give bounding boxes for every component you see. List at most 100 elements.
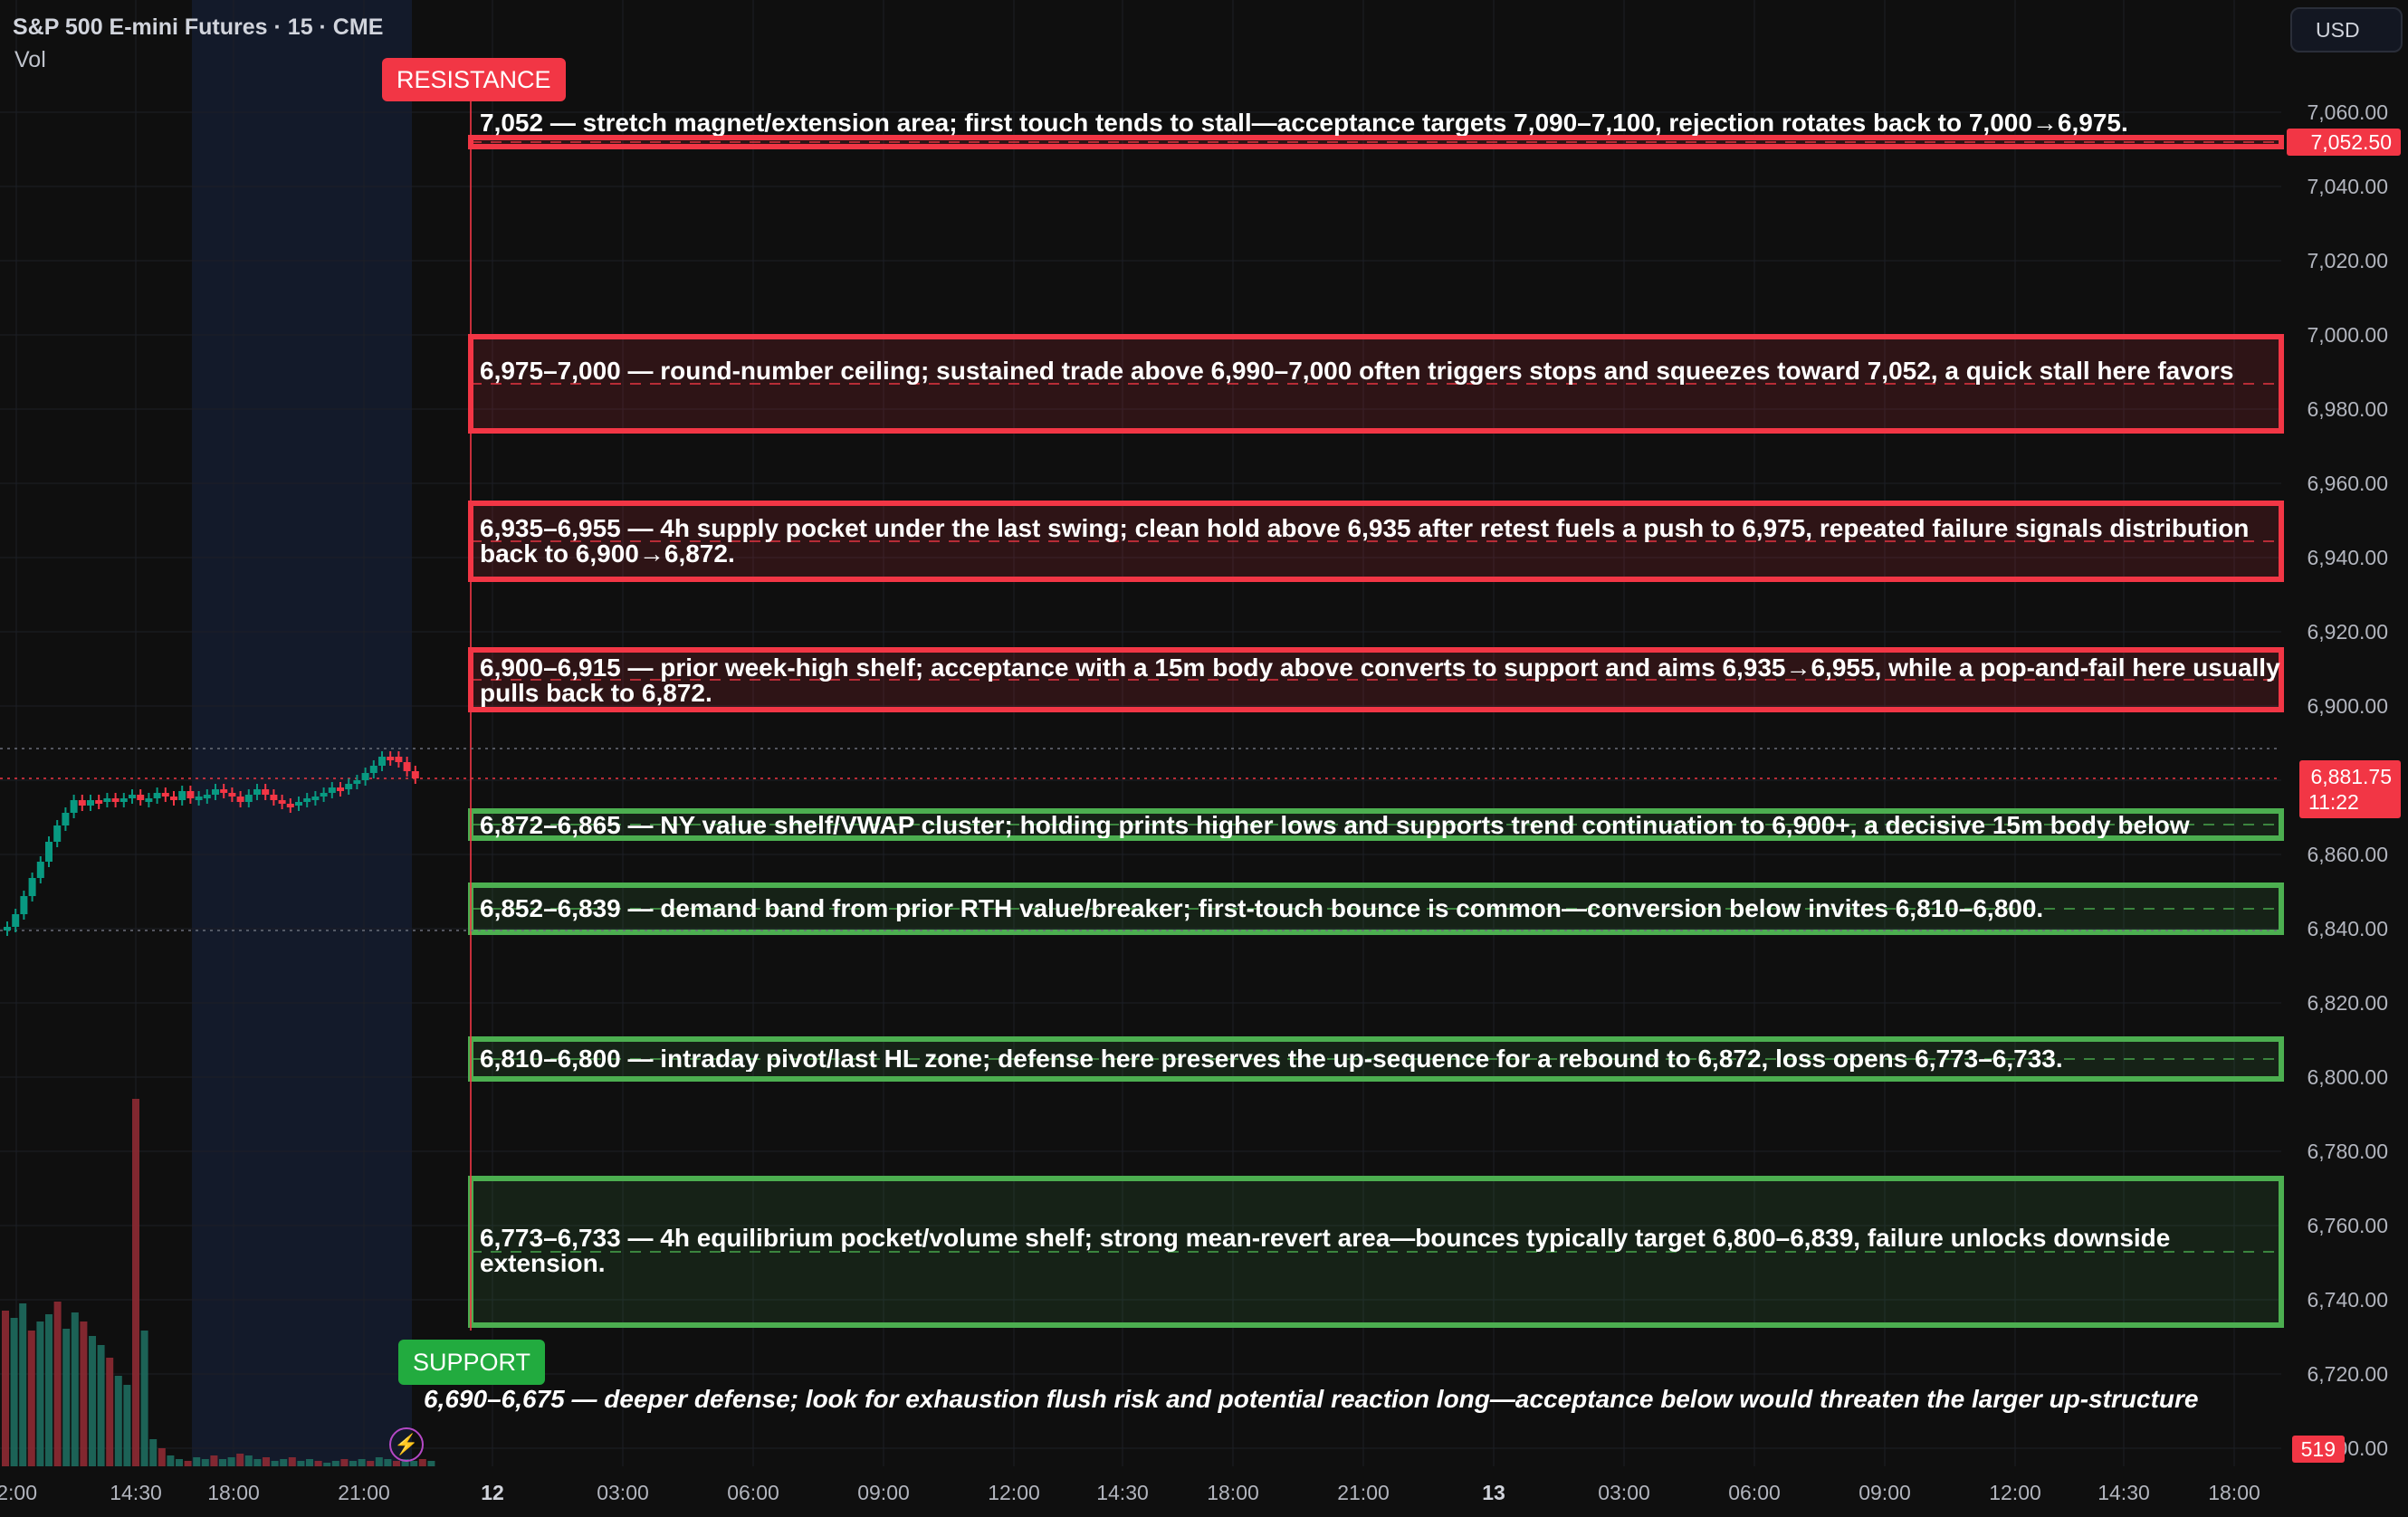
- candle-body: [70, 800, 78, 813]
- volume-bar: [253, 1459, 262, 1466]
- level-price-label: 7,052.50: [2287, 129, 2401, 156]
- time-tick: 18:00: [2208, 1481, 2260, 1504]
- time-tick: 14:30: [1096, 1481, 1149, 1504]
- zone-text-6690: 6,690–6,675 — deeper defense; look for e…: [424, 1385, 2199, 1413]
- candle-body: [228, 793, 236, 797]
- symbol-title[interactable]: S&P 500 E-mini Futures · 15 · CME: [13, 14, 384, 40]
- candle-body: [53, 825, 62, 842]
- volume-bar: [176, 1459, 183, 1466]
- price-tick: 7,040.00: [2307, 175, 2388, 198]
- volume-bar: [236, 1454, 244, 1466]
- volume-bar: [306, 1459, 313, 1466]
- price-tick: 7,020.00: [2307, 249, 2388, 272]
- volume-bar: [158, 1448, 166, 1466]
- volume-bar: [340, 1459, 349, 1466]
- zone-text-6900: 6,900–6,915 — prior week-high shelf; acc…: [480, 654, 2280, 707]
- candle-body: [378, 757, 386, 766]
- volume-bar: [393, 1461, 400, 1466]
- candle-body: [303, 798, 311, 802]
- volume-bar: [140, 1331, 148, 1466]
- candle-body: [369, 766, 377, 773]
- volume-bar: [401, 1459, 409, 1466]
- candle-body: [119, 798, 128, 802]
- time-tick: 06:00: [1728, 1481, 1781, 1504]
- candle-body: [403, 762, 411, 771]
- time-tick: 12:00: [0, 1481, 38, 1504]
- volume-bar: [36, 1321, 44, 1466]
- volume-bar: [418, 1459, 426, 1466]
- support-tag: SUPPORT: [398, 1340, 546, 1385]
- price-tick: 6,860.00: [2307, 843, 2388, 866]
- candle-body: [103, 798, 111, 802]
- volume-bar: [201, 1459, 209, 1466]
- candle-body: [12, 914, 20, 927]
- volume-bar: [184, 1461, 192, 1466]
- candle-body: [137, 795, 145, 800]
- candle-body: [353, 780, 361, 784]
- time-tick: 21:00: [338, 1481, 390, 1504]
- time-tick: 14:30: [2097, 1481, 2150, 1504]
- candle-body: [111, 798, 119, 802]
- time-tick: 09:00: [1859, 1481, 1911, 1504]
- volume-bar: [263, 1457, 270, 1466]
- time-tick: 18:00: [207, 1481, 260, 1504]
- candle-body: [212, 789, 219, 795]
- candle-body: [328, 787, 336, 793]
- resistance-tag: RESISTANCE: [382, 58, 566, 101]
- time-tick: 13: [1482, 1481, 1505, 1504]
- candle-body: [262, 789, 270, 795]
- price-tick: 6,900.00: [2307, 694, 2388, 718]
- volume-bar: [114, 1376, 122, 1466]
- candle-body: [153, 793, 161, 798]
- volume-bar: [219, 1459, 226, 1466]
- volume-indicator-label[interactable]: Vol: [14, 47, 46, 72]
- volume-bar: [27, 1331, 35, 1466]
- volume-bar: [19, 1303, 27, 1466]
- price-tick: 6,820.00: [2307, 991, 2388, 1015]
- candle-body: [20, 896, 28, 914]
- volume-bar: [349, 1461, 357, 1466]
- price-tick: 6,980.00: [2307, 397, 2388, 421]
- candle-body: [361, 773, 369, 780]
- price-tick: 6,780.00: [2307, 1140, 2388, 1163]
- time-tick: 18:00: [1207, 1481, 1259, 1504]
- volume-value-label: 519: [2291, 1436, 2345, 1463]
- time-tick: 14:30: [110, 1481, 162, 1504]
- candle-body: [87, 800, 94, 806]
- candle-body: [129, 795, 136, 798]
- volume-bar: [193, 1457, 201, 1466]
- volume-bar: [10, 1318, 18, 1466]
- candle-body: [95, 800, 103, 804]
- volume-bar: [97, 1345, 105, 1466]
- volume-bar: [280, 1459, 288, 1466]
- candle-body: [145, 798, 153, 802]
- volume-bar: [132, 1099, 139, 1466]
- candle-body: [278, 800, 286, 804]
- volume-bar: [323, 1463, 331, 1466]
- candle-body: [28, 878, 36, 896]
- candle-body: [337, 787, 344, 791]
- zone-text-6810: 6,810–6,800 — intraday pivot/last HL zon…: [480, 1046, 2063, 1072]
- volume-bar: [314, 1461, 322, 1466]
- volume-bar: [427, 1461, 435, 1466]
- lightning-icon[interactable]: ⚡: [389, 1427, 424, 1462]
- zone-text-6773: 6,773–6,733 — 4h equilibrium pocket/volu…: [480, 1224, 2171, 1277]
- candle-body: [78, 800, 86, 806]
- time-tick: 21:00: [1337, 1481, 1390, 1504]
- currency-button[interactable]: USD: [2290, 7, 2403, 52]
- price-tick: 6,920.00: [2307, 620, 2388, 644]
- candle-body: [411, 771, 419, 778]
- zone-text-6935: 6,935–6,955 — 4h supply pocket under the…: [480, 514, 2250, 568]
- candle-body: [220, 789, 228, 793]
- candle-body: [36, 862, 44, 878]
- volume-bar: [167, 1455, 175, 1466]
- bar-countdown: 11:22: [2308, 790, 2359, 814]
- volume-bar: [106, 1358, 114, 1466]
- volume-bar: [331, 1461, 339, 1466]
- candle-body: [203, 795, 211, 798]
- candle-body: [244, 795, 253, 802]
- volume-bar: [367, 1461, 375, 1466]
- volume-bar: [297, 1461, 305, 1466]
- last-price-value: 6,881.75: [2310, 765, 2392, 788]
